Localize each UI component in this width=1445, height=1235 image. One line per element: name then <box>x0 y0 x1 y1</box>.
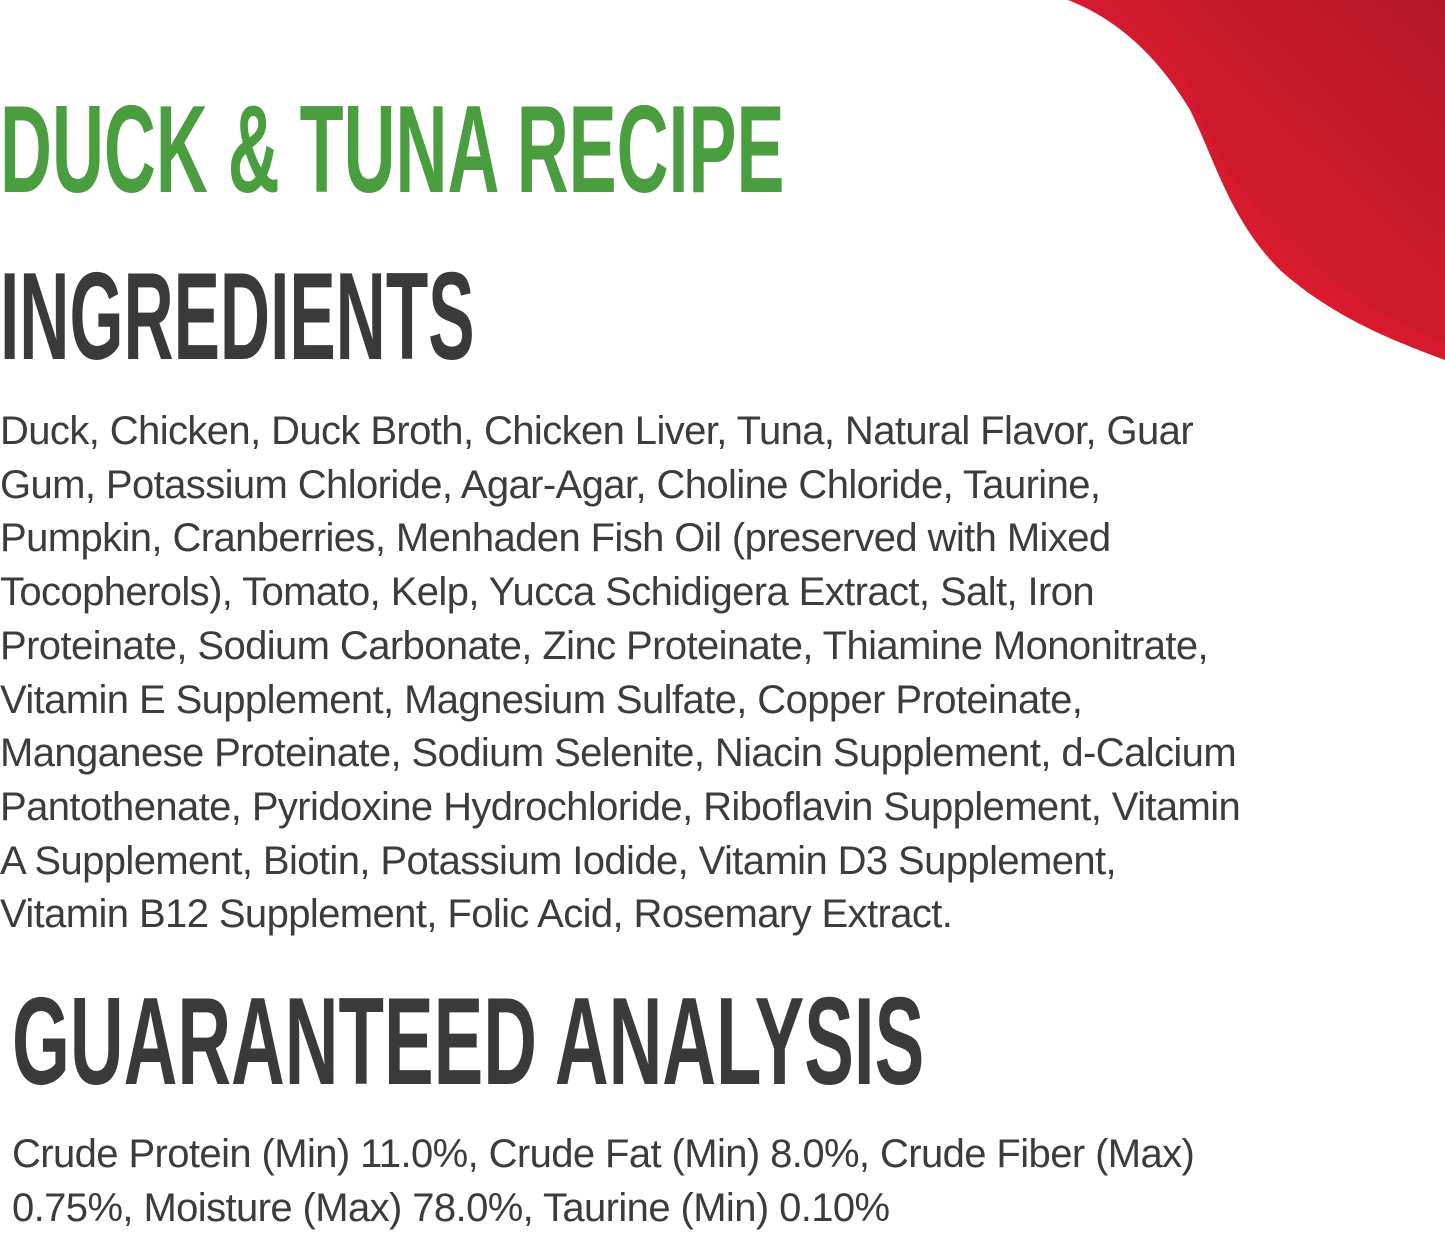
ingredients-line: Gum, Potassium Chloride, Agar-Agar, Chol… <box>0 462 1101 507</box>
guaranteed-analysis-text: Crude Protein (Min) 11.0%, Crude Fat (Mi… <box>12 1128 1195 1235</box>
ingredients-line: Proteinate, Sodium Carbonate, Zinc Prote… <box>0 623 1209 668</box>
ingredients-line: Pantothenate, Pyridoxine Hydrochloride, … <box>0 784 1241 829</box>
ingredients-line: Pumpkin, Cranberries, Menhaden Fish Oil … <box>0 516 1111 561</box>
ingredients-line: Vitamin B12 Supplement, Folic Acid, Rose… <box>0 892 953 937</box>
guaranteed-analysis-heading: GUARANTEED ANALYSIS <box>12 973 925 1111</box>
ingredients-line: A Supplement, Biotin, Potassium Iodide, … <box>0 838 1117 883</box>
ingredients-line: Manganese Proteinate, Sodium Selenite, N… <box>0 731 1237 776</box>
ingredients-heading: INGREDIENTS <box>0 248 475 386</box>
ingredients-line: Vitamin E Supplement, Magnesium Sulfate,… <box>0 677 1083 722</box>
ingredients-list: Duck, Chicken, Duck Broth, Chicken Liver… <box>0 405 1241 942</box>
ingredients-line: Duck, Chicken, Duck Broth, Chicken Liver… <box>0 409 1194 453</box>
ingredients-line: Tocopherols), Tomato, Kelp, Yucca Schidi… <box>0 570 1095 615</box>
analysis-line: Crude Protein (Min) 11.0%, Crude Fat (Mi… <box>12 1132 1195 1176</box>
analysis-line: 0.75%, Moisture (Max) 78.0%, Taurine (Mi… <box>12 1185 890 1230</box>
recipe-title: DUCK & TUNA RECIPE <box>0 81 785 219</box>
red-swoosh-decoration <box>1068 0 1445 360</box>
